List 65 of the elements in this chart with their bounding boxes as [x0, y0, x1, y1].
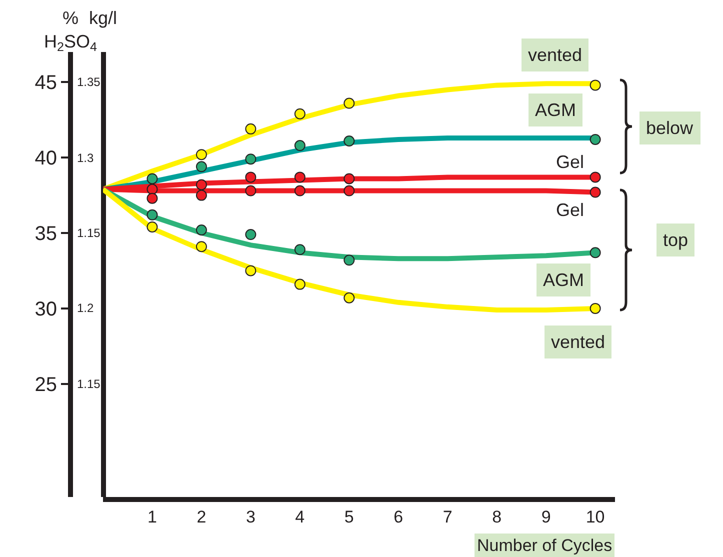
point [245, 185, 256, 196]
x-tick-label: 5 [344, 507, 354, 526]
point [294, 278, 306, 290]
x-tick-label: 9 [541, 507, 551, 526]
text: 1.2 [77, 301, 94, 315]
point [590, 247, 601, 258]
point [344, 136, 355, 146]
point [196, 241, 207, 252]
annotation: vented [528, 45, 582, 65]
text: top [663, 230, 688, 250]
x-tick-label: 7 [442, 507, 452, 526]
x-tick-label: 6 [394, 507, 404, 526]
text: 1.3 [77, 151, 94, 165]
text: below [646, 118, 694, 138]
annotation: AGM [535, 100, 576, 120]
point [344, 185, 355, 196]
point [196, 179, 207, 190]
point [196, 224, 207, 236]
y-tick-label: 25 [34, 374, 57, 396]
text: 1.15 [77, 377, 101, 391]
point [294, 172, 306, 183]
x-tick-label: 1 [147, 507, 157, 526]
point [294, 108, 306, 120]
point [245, 154, 256, 165]
point [344, 254, 355, 266]
y-tick-label: 45 [34, 72, 57, 94]
point [146, 209, 158, 220]
text: 1.15 [77, 226, 101, 240]
point [590, 302, 601, 314]
point [146, 221, 158, 232]
x-tick-label: 3 [246, 507, 256, 526]
point [196, 149, 207, 160]
annotation: vented [551, 332, 606, 352]
y2-axis-title: kg/l [89, 8, 118, 28]
point [146, 192, 158, 204]
point [146, 173, 158, 184]
point [590, 134, 601, 145]
x-axis-title: Number of Cycles [477, 536, 612, 555]
point [294, 140, 306, 152]
point [590, 80, 601, 91]
x-tick-label: 4 [295, 507, 305, 526]
x-tick-label: 2 [196, 507, 206, 526]
point [245, 123, 256, 134]
y-tick-label: 35 [34, 223, 57, 246]
point [344, 98, 355, 109]
point [590, 186, 601, 198]
point [294, 185, 306, 196]
point [196, 161, 207, 172]
point [146, 184, 158, 195]
text: 1.35 [77, 75, 101, 89]
annotation: AGM [543, 270, 584, 290]
x-tick-label: 10 [586, 507, 605, 526]
point [344, 292, 355, 304]
x-tick-label: 8 [492, 507, 502, 526]
y-tick-label: 40 [34, 148, 57, 170]
annotation: Gel [556, 152, 584, 172]
point [245, 265, 256, 276]
y-tick-label: 30 [34, 298, 57, 320]
point [590, 172, 601, 183]
point [344, 173, 355, 184]
point [245, 172, 256, 183]
point [245, 229, 256, 240]
annotation: Gel [556, 200, 584, 220]
point [196, 190, 207, 201]
point [294, 244, 306, 256]
